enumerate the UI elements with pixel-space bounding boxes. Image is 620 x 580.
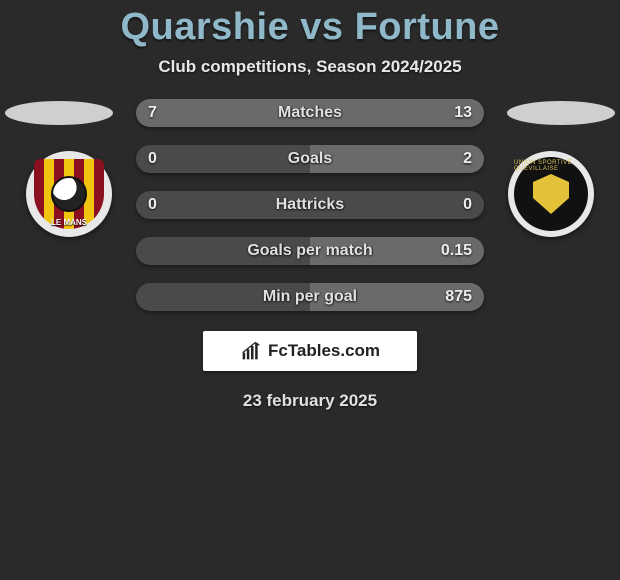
stat-label: Matches [136, 99, 484, 127]
stat-label: Min per goal [136, 283, 484, 311]
stat-value-right: 0 [463, 191, 472, 219]
stat-row: Goals per match0.15 [136, 237, 484, 265]
player-photo-placeholder-right [507, 101, 615, 125]
le-mans-badge: LE MANS [34, 159, 104, 229]
page-title: Quarshie vs Fortune [0, 0, 620, 49]
stats-column: 7Matches130Goals20Hattricks0Goals per ma… [136, 99, 484, 329]
team-logo-left: LE MANS [26, 151, 112, 237]
soccer-ball-icon [51, 176, 87, 212]
stat-value-right: 13 [454, 99, 472, 127]
stat-value-right: 2 [463, 145, 472, 173]
stat-value-right: 0.15 [441, 237, 472, 265]
stat-value-right: 875 [445, 283, 472, 311]
badge-ring-text-right: UNION SPORTIVE QUEVILLAISE [514, 160, 588, 172]
stat-label: Hattricks [136, 191, 484, 219]
brand-text: FcTables.com [268, 341, 380, 361]
quevilly-badge: UNION SPORTIVE QUEVILLAISE [514, 157, 588, 231]
stat-row: 0Goals2 [136, 145, 484, 173]
stat-label: Goals per match [136, 237, 484, 265]
stat-row: 7Matches13 [136, 99, 484, 127]
brand-box[interactable]: FcTables.com [203, 331, 417, 371]
team-logo-right: UNION SPORTIVE QUEVILLAISE [508, 151, 594, 237]
player-photo-placeholder-left [5, 101, 113, 125]
shield-icon [533, 174, 569, 214]
comparison-area: 7Matches130Goals20Hattricks0Goals per ma… [0, 101, 620, 321]
stat-row: 0Hattricks0 [136, 191, 484, 219]
stat-label: Goals [136, 145, 484, 173]
bar-chart-icon [240, 341, 262, 361]
subtitle: Club competitions, Season 2024/2025 [0, 57, 620, 77]
badge-text-left: LE MANS [51, 218, 87, 227]
date-line: 23 february 2025 [0, 391, 620, 411]
stat-row: Min per goal875 [136, 283, 484, 311]
